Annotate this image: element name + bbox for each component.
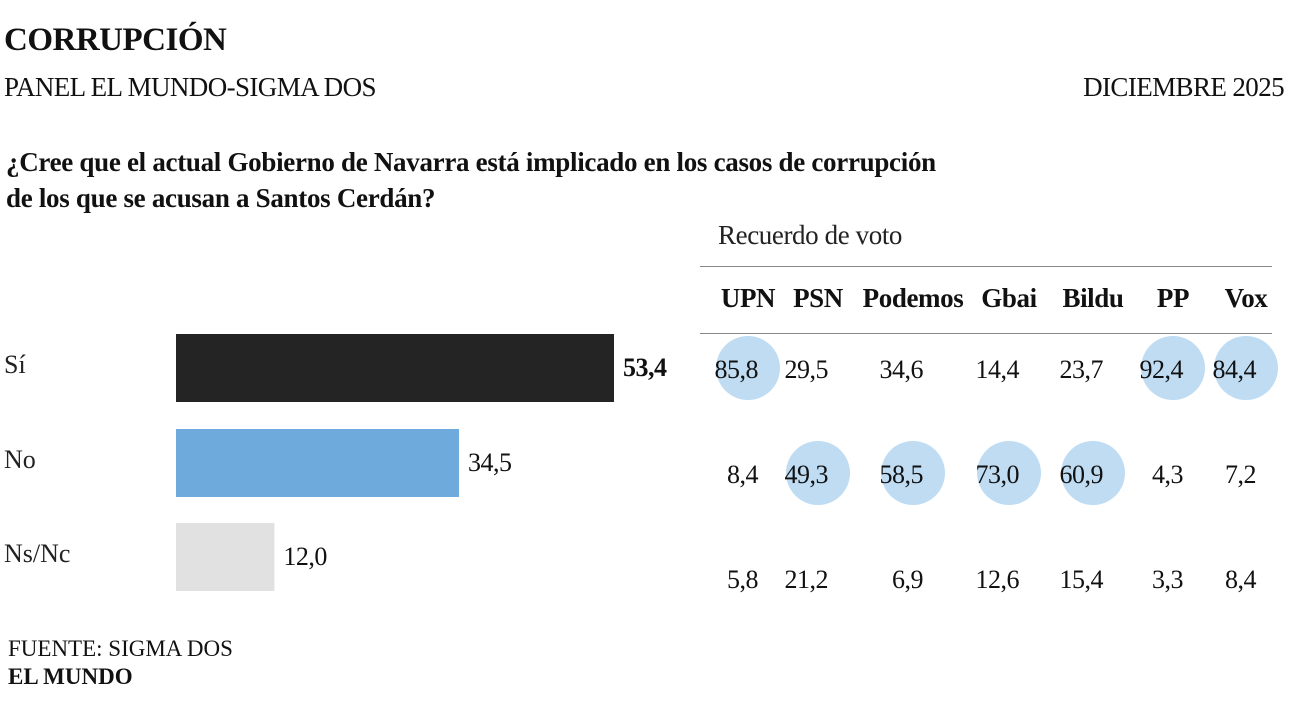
crosstab-cell: 4,3 — [1152, 460, 1183, 489]
crosstab-column-header: Bildu — [1062, 283, 1123, 313]
bar-value-label: 12,0 — [283, 542, 327, 571]
crosstab-top-rule — [700, 266, 1272, 267]
highlight-circle — [1141, 336, 1205, 400]
bar-category-label: Ns/Nc — [4, 539, 70, 568]
crosstab-column-header: Podemos — [863, 283, 964, 313]
highlight-circle — [1061, 441, 1125, 505]
chart-title: CORRUPCIÓN — [4, 22, 227, 58]
survey-question: ¿Cree que el actual Gobierno de Navarra … — [6, 144, 936, 216]
crosstab-cell: 7,2 — [1225, 460, 1256, 489]
bar-category-label: No — [4, 445, 36, 474]
crosstab-column-header: Gbai — [981, 283, 1037, 313]
crosstab-cell: 34,6 — [880, 355, 924, 384]
crosstab-cell: 58,5 — [880, 460, 924, 489]
crosstab-cell: 92,4 — [1140, 355, 1184, 384]
crosstab-title: Recuerdo de voto — [718, 220, 903, 250]
crosstab-column-header: PP — [1157, 283, 1189, 313]
bar-category-label: Sí — [4, 350, 26, 379]
survey-question-line-1: ¿Cree que el actual Gobierno de Navarra … — [6, 147, 936, 177]
crosstab-cell: 14,4 — [976, 355, 1020, 384]
crosstab-cell: 23,7 — [1060, 355, 1104, 384]
crosstab-cell: 60,9 — [1060, 460, 1104, 489]
crosstab-cell: 73,0 — [976, 460, 1020, 489]
chart-date: DICIEMBRE 2025 — [1083, 72, 1284, 102]
crosstab-cell: 84,4 — [1213, 355, 1257, 384]
survey-question-line-2: de los que se acusan a Santos Cerdán? — [6, 183, 436, 213]
bar-value-label: 34,5 — [468, 448, 512, 477]
highlight-circle — [1214, 336, 1278, 400]
crosstab-cell: 12,6 — [976, 565, 1020, 594]
crosstab-cell: 6,9 — [892, 565, 923, 594]
chart-subtitle: PANEL EL MUNDO-SIGMA DOS — [4, 72, 376, 102]
highlight-circle — [716, 336, 780, 400]
crosstab-cell: 85,8 — [715, 355, 759, 384]
bar-chart: Sí 53,4 No 34,5 Ns/Nc 12,0 — [4, 334, 668, 591]
crosstab-cell: 8,4 — [1225, 565, 1257, 594]
crosstab-column-header: PSN — [793, 283, 844, 313]
crosstab-table: UPN PSN Podemos Gbai Bildu PP Vox 85,8 29,5 34,6 1… — [715, 283, 1278, 594]
crosstab-cell: 3,3 — [1152, 565, 1183, 594]
bar-1 — [176, 429, 459, 497]
crosstab-cell: 5,8 — [727, 565, 759, 594]
highlight-circle — [786, 441, 850, 505]
crosstab-cell: 49,3 — [785, 460, 829, 489]
crosstab-header-rule — [700, 333, 1272, 334]
highlight-circle — [977, 441, 1041, 505]
crosstab-cell: 21,2 — [785, 565, 829, 594]
crosstab-cell: 8,4 — [727, 460, 759, 489]
crosstab-cell: 29,5 — [785, 355, 829, 384]
bar-value-label: 53,4 — [623, 353, 667, 382]
publisher-brand: EL MUNDO — [8, 664, 133, 689]
crosstab-cell: 15,4 — [1060, 565, 1104, 594]
bar-2 — [176, 523, 275, 591]
source-note: FUENTE: SIGMA DOS — [8, 636, 233, 661]
crosstab-column-header: UPN — [721, 283, 776, 313]
highlight-circle — [881, 441, 945, 505]
crosstab-column-header: Vox — [1225, 283, 1269, 313]
bar-0 — [176, 334, 614, 402]
